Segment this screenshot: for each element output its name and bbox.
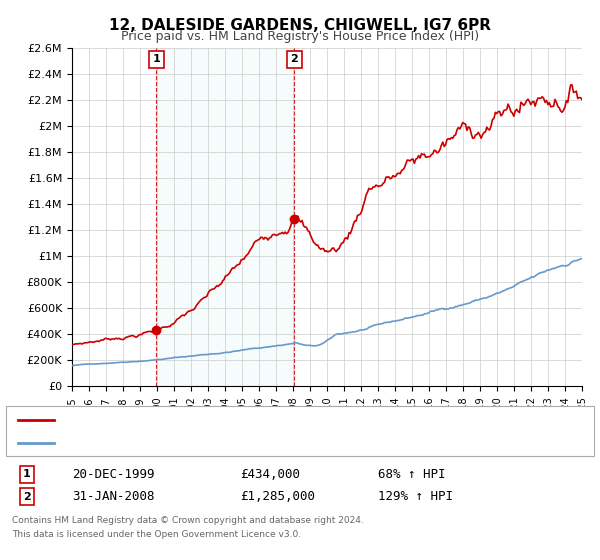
Text: 68% ↑ HPI: 68% ↑ HPI <box>378 468 445 481</box>
Text: 1: 1 <box>152 54 160 64</box>
Bar <box>157 48 295 386</box>
Text: Price paid vs. HM Land Registry's House Price Index (HPI): Price paid vs. HM Land Registry's House … <box>121 30 479 43</box>
Text: 1: 1 <box>23 469 31 479</box>
Text: This data is licensed under the Open Government Licence v3.0.: This data is licensed under the Open Gov… <box>12 530 301 539</box>
Text: 12, DALESIDE GARDENS, CHIGWELL, IG7 6PR: 12, DALESIDE GARDENS, CHIGWELL, IG7 6PR <box>109 18 491 34</box>
Text: 2: 2 <box>23 492 31 502</box>
Text: Contains HM Land Registry data © Crown copyright and database right 2024.: Contains HM Land Registry data © Crown c… <box>12 516 364 525</box>
Text: 31-JAN-2008: 31-JAN-2008 <box>72 490 155 503</box>
Text: 20-DEC-1999: 20-DEC-1999 <box>72 468 155 481</box>
Text: 12, DALESIDE GARDENS, CHIGWELL, IG7 6PR (detached house): 12, DALESIDE GARDENS, CHIGWELL, IG7 6PR … <box>63 415 416 425</box>
Text: £434,000: £434,000 <box>240 468 300 481</box>
Text: 129% ↑ HPI: 129% ↑ HPI <box>378 490 453 503</box>
Text: HPI: Average price, detached house, Epping Forest: HPI: Average price, detached house, Eppi… <box>63 438 346 449</box>
Text: 2: 2 <box>290 54 298 64</box>
Text: £1,285,000: £1,285,000 <box>240 490 315 503</box>
